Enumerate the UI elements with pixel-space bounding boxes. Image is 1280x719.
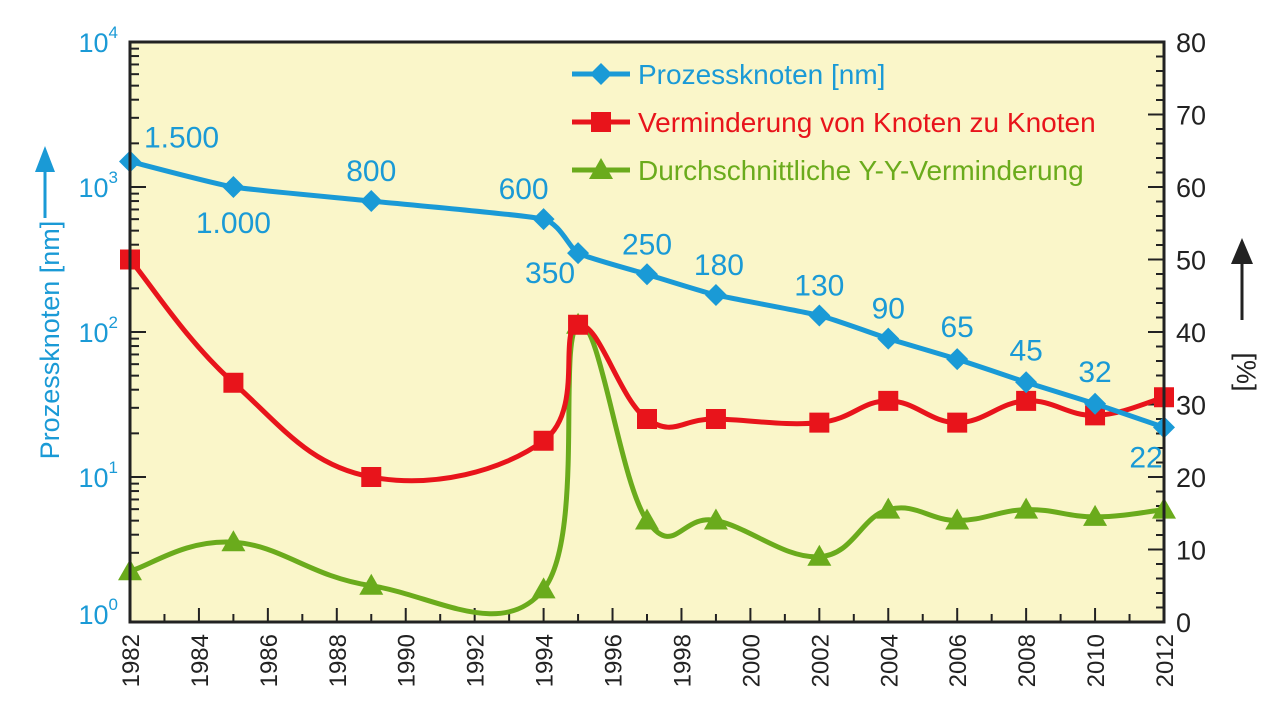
prozessknoten-data-label: 65 — [941, 311, 974, 344]
prozessknoten-data-label: 1.000 — [196, 207, 271, 240]
durchschnitt-point — [359, 573, 384, 595]
legend-label-verminderung: Verminderung von Knoten zu Knoten — [638, 107, 1096, 138]
durchschnitt-point — [876, 497, 901, 519]
y-left-axis-arrow — [35, 146, 55, 218]
verminderung-point — [361, 467, 382, 487]
x-tick-label: 2012 — [1152, 634, 1179, 687]
y-right-tick-label: 20 — [1176, 463, 1206, 493]
verminderung-point — [1085, 405, 1106, 426]
durchschnitt-point — [945, 508, 970, 530]
x-tick-label: 2000 — [738, 634, 765, 687]
prozessknoten-data-label: 180 — [694, 249, 744, 282]
prozessknoten-data-label: 250 — [622, 228, 672, 261]
plot-frame — [128, 40, 1166, 624]
prozessknoten-point — [946, 348, 969, 371]
verminderung-point — [568, 314, 589, 335]
y-axis-left-label: Prozessknoten [nm] — [35, 221, 65, 460]
verminderung-point — [637, 409, 657, 429]
legend-label-prozessknoten: Prozessknoten [nm] — [638, 59, 885, 90]
durchschnitt-point — [635, 508, 659, 530]
durchschnitt-point — [221, 530, 246, 552]
x-tick-label: 2010 — [1083, 634, 1110, 687]
prozessknoten-data-label: 130 — [794, 269, 844, 302]
prozessknoten-point — [1084, 392, 1107, 415]
x-tick-label: 1994 — [532, 634, 559, 687]
prozessknoten-data-label: 800 — [346, 155, 396, 188]
legend-marker-prozessknoten — [590, 63, 612, 85]
legend-marker-verminderung — [591, 112, 611, 132]
verminderung-line — [128, 257, 1165, 484]
legend: Prozessknoten [nm] Verminderung von Knote… — [572, 59, 1096, 186]
y-right-axis-arrow — [1231, 238, 1253, 320]
y-left-tick-label: 104 — [78, 23, 118, 58]
prozessknoten-point — [636, 263, 658, 286]
x-tick-label: 1992 — [463, 634, 490, 687]
x-tick-label: 1990 — [394, 634, 421, 687]
legend-label-durchschnitt: Durchschnittliche Y-Y-Verminderung — [638, 155, 1084, 186]
x-tick-label: 1996 — [601, 634, 628, 687]
verminderung-point — [533, 430, 554, 451]
prozessknoten-point — [808, 304, 831, 327]
prozessknoten-data-label: 90 — [872, 293, 905, 326]
verminderung-point — [223, 372, 244, 393]
data-labels: 1.500 1.000 800 600 350 250 180 130 90 65 45 32 22 — [144, 121, 1163, 474]
prozessknoten-data-label: 1.500 — [144, 121, 219, 154]
y-right-tick-label: 60 — [1176, 173, 1206, 203]
prozessknoten-point — [567, 242, 590, 265]
x-tick-label: 2008 — [1014, 634, 1041, 687]
verminderung-point — [947, 412, 968, 433]
durchschnitt-point — [1014, 497, 1039, 519]
verminderung-point — [705, 409, 726, 429]
y-left-tick-label: 101 — [78, 458, 118, 493]
y-right-tick-label: 70 — [1176, 101, 1206, 131]
legend-marker-durchschnitt — [589, 158, 613, 179]
y-left-tick-label: 103 — [78, 168, 118, 203]
y-right-tick-label: 80 — [1176, 28, 1206, 58]
y-axis-right-label: [%] — [1231, 352, 1261, 391]
x-tick-label: 1984 — [187, 634, 214, 687]
x-tick-label: 2004 — [876, 634, 903, 687]
y-right-tick-label: 10 — [1176, 536, 1206, 566]
prozessknoten-data-label: 22 — [1129, 441, 1162, 474]
durchschnitt-point — [1083, 504, 1108, 526]
x-tick-label: 1982 — [118, 634, 145, 687]
durchschnitt-point — [531, 577, 556, 599]
prozessknoten-data-label: 350 — [525, 257, 575, 290]
x-tick-label: 1998 — [669, 634, 696, 687]
y-right-tick-label: 30 — [1176, 391, 1206, 421]
verminderung-point — [1016, 390, 1037, 411]
durchschnitt-point — [807, 544, 832, 566]
x-tick-label: 2006 — [945, 634, 972, 687]
prozessknoten-point — [222, 176, 245, 198]
y-left-tick-label: 102 — [78, 313, 118, 348]
prozessknoten-point — [532, 208, 555, 231]
series-layer — [118, 150, 1176, 617]
y-left-tick-label: 100 — [78, 595, 118, 630]
durchschnitt-point — [703, 508, 728, 530]
prozessknoten-point — [704, 283, 727, 306]
axis-text: 100 101 102 103 104 0 10 20 30 40 50 60 70 80 1982 1984… — [35, 23, 1253, 687]
x-tick-label: 2002 — [807, 634, 834, 687]
prozessknoten-data-label: 32 — [1078, 356, 1111, 389]
x-tick-label: 1988 — [325, 634, 352, 687]
verminderung-point — [809, 412, 830, 433]
prozessknoten-point — [1015, 371, 1038, 394]
prozessknoten-data-label: 45 — [1009, 334, 1042, 367]
verminderung-point — [878, 390, 899, 411]
y-right-tick-label: 0 — [1176, 608, 1191, 638]
y-right-tick-label: 40 — [1176, 318, 1206, 348]
prozessknoten-point — [877, 327, 900, 350]
prozessknoten-data-label: 600 — [499, 173, 549, 206]
prozessknoten-point — [360, 190, 383, 213]
x-tick-label: 1986 — [256, 634, 283, 687]
y-right-tick-label: 50 — [1176, 246, 1206, 276]
